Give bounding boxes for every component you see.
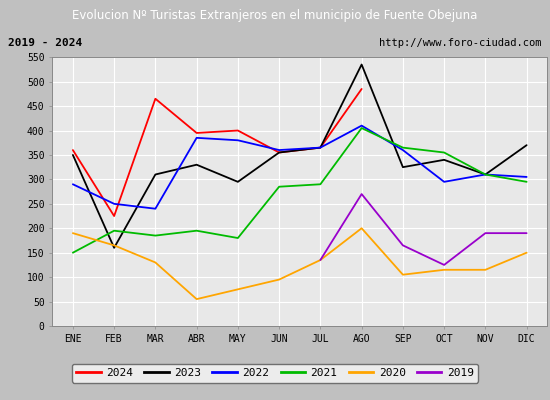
Text: Evolucion Nº Turistas Extranjeros en el municipio de Fuente Obejuna: Evolucion Nº Turistas Extranjeros en el … [72,9,478,22]
Legend: 2024, 2023, 2022, 2021, 2020, 2019: 2024, 2023, 2022, 2021, 2020, 2019 [72,364,478,382]
Text: http://www.foro-ciudad.com: http://www.foro-ciudad.com [379,38,542,48]
Text: 2019 - 2024: 2019 - 2024 [8,38,82,48]
